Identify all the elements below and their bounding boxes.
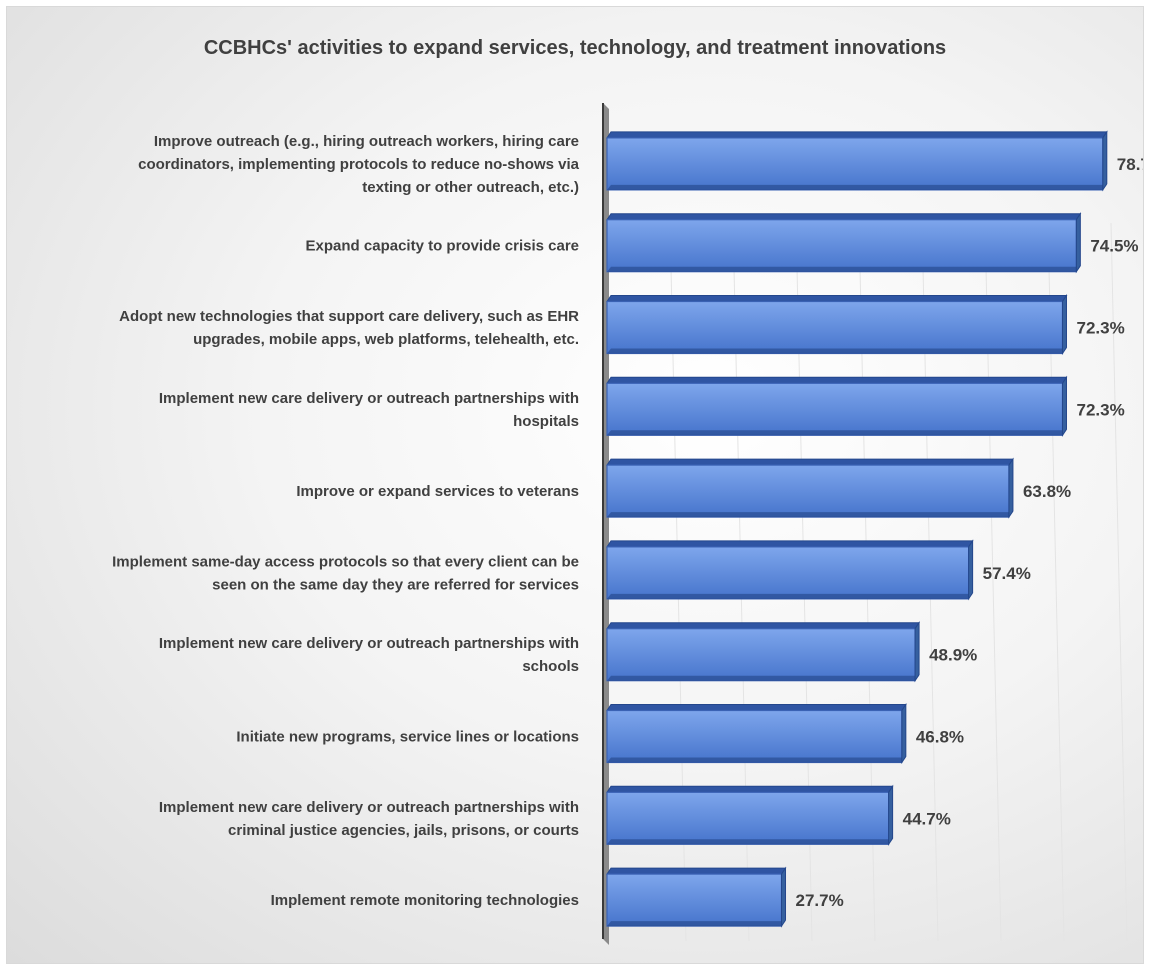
bar [606,546,970,600]
category-label: Implement new care delivery or outreach … [159,390,579,430]
category-label: Implement remote monitoring technologies [271,892,579,909]
gridline [1110,222,1128,942]
bar-end-cap [1102,130,1108,192]
value-label: 48.9% [929,646,977,665]
bar-top-face [606,622,921,630]
value-label: 63.8% [1023,482,1071,501]
bar-top-face [606,867,787,875]
bar [606,300,1064,355]
bar-top-face [606,458,1014,466]
bar-bottom-edge [607,757,906,763]
value-label: 46.8% [916,728,964,747]
value-label: 57.4% [983,564,1031,583]
category-label: Improve outreach (e.g., hiring outreach … [138,133,580,196]
bar [606,382,1064,436]
value-label: 44.7% [903,809,951,828]
bar-bottom-edge [607,512,1013,518]
bar [606,791,890,845]
bar-end-cap [888,784,894,846]
bar-bottom-edge [607,675,920,681]
bar-bottom-edge [607,348,1067,354]
bar-bottom-edge [607,266,1081,272]
bar-end-cap [1075,212,1081,274]
category-label: Implement new care delivery or outreach … [159,799,579,839]
category-label: Implement new care delivery or outreach … [159,635,579,675]
bar-bottom-edge [607,184,1107,190]
category-label: Expand capacity to provide crisis care [306,238,579,255]
bar [606,219,1077,273]
bar-top-face [606,295,1068,302]
bar-top-face [606,376,1068,384]
bar-top-face [606,704,907,711]
bar [606,464,1010,518]
bar-top-face [606,131,1108,139]
bar-top-face [606,540,974,548]
bar [606,137,1104,191]
bar-bottom-edge [607,430,1067,436]
category-labels: Improve outreach (e.g., hiring outreach … [112,133,580,909]
value-label: 78.7% [1117,155,1143,174]
value-label: 72.3% [1076,319,1124,338]
bar-bottom-edge [607,593,973,599]
bar-end-cap [1061,375,1067,437]
bar-end-cap [1061,293,1067,356]
bar-bottom-edge [607,921,786,927]
value-label: 74.5% [1090,237,1138,256]
category-label: Adopt new technologies that support care… [119,308,579,348]
value-labels: 78.7% 74.5% 72.3% 72.3% 63.8% 57.4% 48.9% 46.8%… [796,155,1143,910]
bar [606,628,916,682]
bar-end-cap [781,866,787,928]
bar-end-cap [968,539,974,601]
value-label: 27.7% [796,891,844,910]
chart-title: CCBHCs' activities to expand services, t… [203,37,947,59]
bar-end-cap [901,702,907,765]
bar-top-face [606,213,1082,221]
bar-end-cap [914,621,920,683]
bar [606,709,903,764]
value-label: 72.3% [1076,400,1124,419]
bar [606,873,783,927]
bars [606,130,1108,928]
bar-bottom-edge [607,839,893,845]
category-label: Initiate new programs, service lines or … [236,729,579,746]
chart-frame: CCBHCs' activities to expand services, t… [6,6,1144,964]
category-label: Improve or expand services to veterans [296,483,579,500]
bar-top-face [606,785,894,793]
bar-chart-plot: Improve outreach (e.g., hiring outreach … [112,103,1143,945]
bar-end-cap [1008,457,1014,519]
category-label: Implement same-day access protocols so t… [112,553,579,593]
